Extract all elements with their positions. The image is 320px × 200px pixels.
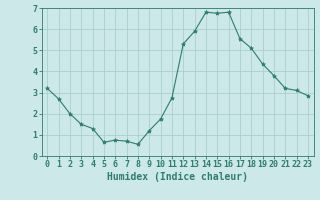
X-axis label: Humidex (Indice chaleur): Humidex (Indice chaleur) [107,172,248,182]
